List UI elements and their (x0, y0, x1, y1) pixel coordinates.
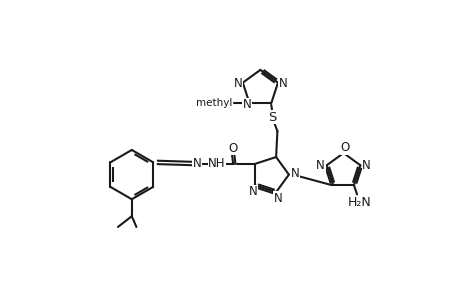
Text: O: O (340, 141, 349, 154)
Text: N: N (192, 157, 201, 170)
Text: N: N (274, 192, 282, 205)
Text: O: O (228, 142, 237, 155)
Text: S: S (268, 111, 276, 124)
Text: methyl: methyl (196, 98, 232, 108)
Text: N: N (361, 159, 370, 172)
Text: N: N (315, 159, 324, 172)
Text: N: N (290, 167, 299, 180)
Text: N: N (242, 98, 251, 111)
Text: N: N (278, 77, 287, 90)
Text: NH: NH (208, 157, 225, 170)
Text: N: N (233, 77, 242, 90)
Text: H₂N: H₂N (347, 196, 371, 209)
Text: N: N (248, 185, 257, 198)
